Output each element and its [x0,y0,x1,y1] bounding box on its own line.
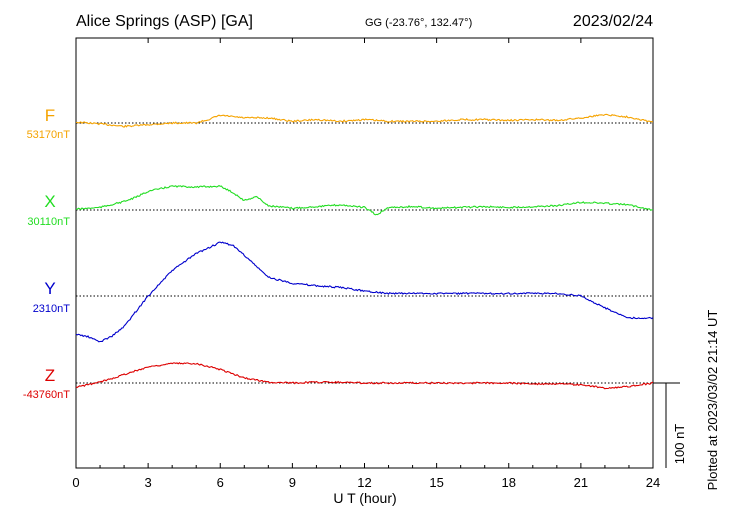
x-axis-label: U T (hour) [333,490,396,506]
series-line-y [75,241,654,343]
series-lines [75,113,654,390]
series-baseline-z: -43760nT [23,389,70,401]
x-tick-label: 6 [217,475,224,490]
x-tick-label: 24 [646,475,660,490]
plotted-timestamp: Plotted at 2023/03/02 21:14 UT [705,310,720,491]
plot-frame [75,37,654,469]
x-axis-ticks: 0 3 6 9 12 15 18 21 24 [72,38,660,490]
series-name-z: Z [45,366,55,385]
scale-bar-label: 100 nT [672,424,687,465]
chart-date: 2023/02/24 [573,13,653,30]
series-baseline-x: 30110nT [27,216,70,228]
x-tick-label: 0 [72,475,79,490]
baselines [76,122,653,384]
series-name-x: X [44,192,55,211]
x-tick-label: 15 [429,475,443,490]
series-line-f [75,113,654,128]
series-line-z [75,361,653,390]
series-baseline-y: 2310nT [33,303,71,315]
scale-bar: 100 nT [653,382,687,468]
x-tick-label: 18 [502,475,516,490]
series-name-f: F [45,106,55,125]
series-labels: F 53170nT X 30110nT Y 2310nT Z -43760nT [23,106,70,401]
series-baseline-f: 53170nT [27,129,71,141]
station-coordinates: GG (-23.76°, 132.47°) [365,17,472,29]
x-tick-label: 12 [357,475,371,490]
chart-title: Alice Springs (ASP) [GA] [76,13,253,30]
series-name-y: Y [44,279,55,298]
x-tick-label: 3 [145,475,152,490]
x-tick-label: 21 [574,475,588,490]
series-line-x [76,184,654,216]
x-tick-label: 9 [289,475,296,490]
